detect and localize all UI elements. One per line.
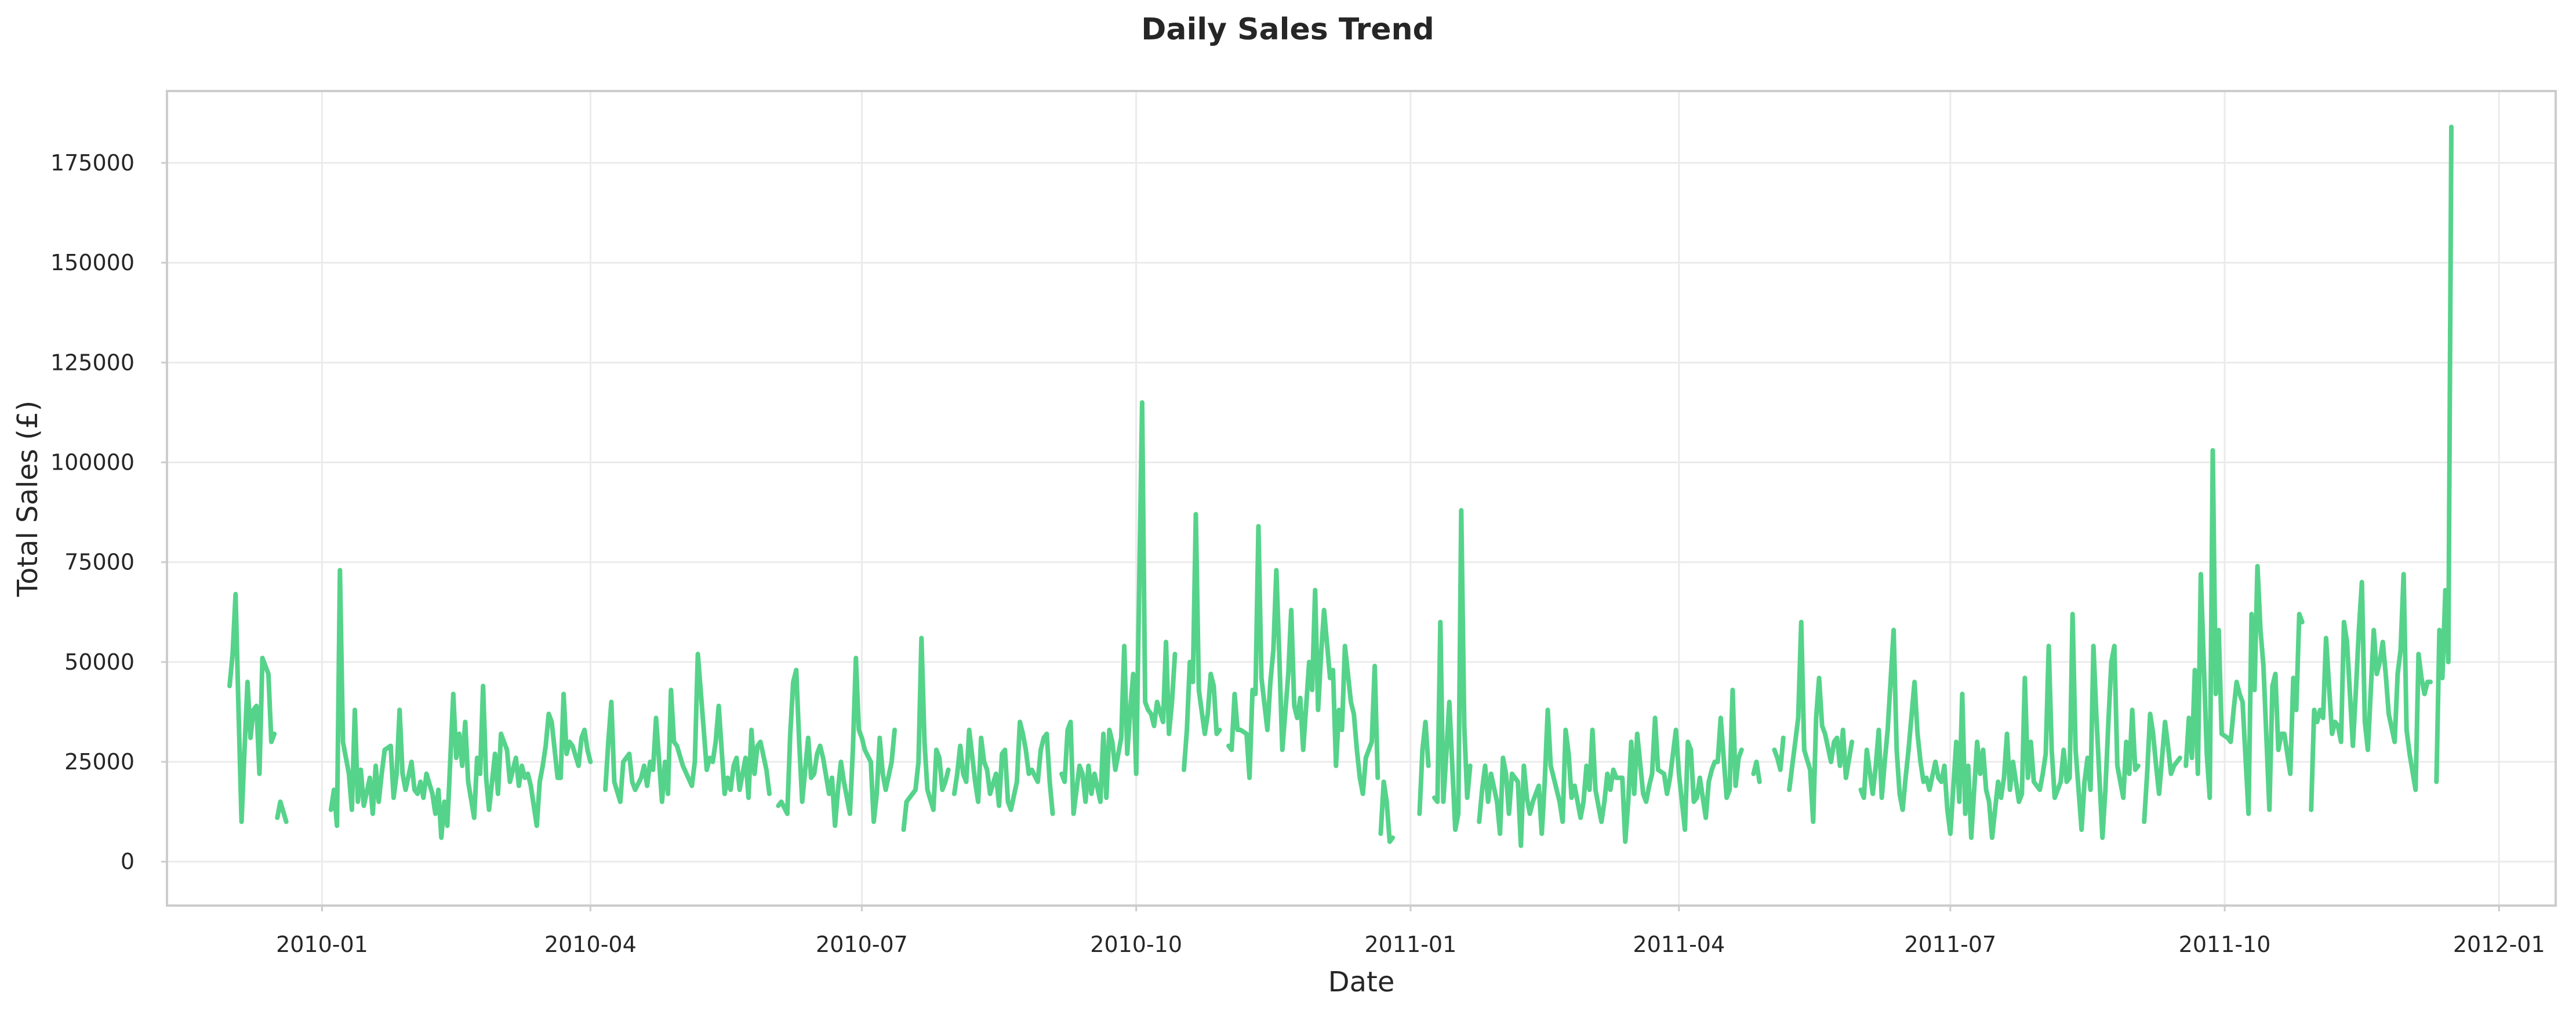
sales-line-segment: [227, 591, 277, 824]
sales-line-segment: [951, 719, 1055, 816]
sales-line-segment: [2183, 448, 2305, 816]
x-tick-label: 2011-07: [1904, 932, 1996, 957]
x-tick-label: 2011-01: [1364, 932, 1456, 957]
y-tick-label: 125000: [50, 350, 135, 375]
sales-line-segment: [1059, 400, 1178, 816]
x-tick-label: 2011-10: [2179, 932, 2271, 957]
sales-series: [227, 125, 2454, 848]
sales-line-segment: [1751, 759, 1762, 784]
series-layer: [227, 125, 2454, 848]
grid-lines: [167, 91, 2556, 906]
y-tick-label: 0: [121, 849, 135, 874]
x-axis-ticks: 2010-01 2010-04 2010-07 2010-10 2011-01 2011-…: [276, 906, 2545, 957]
y-tick-label: 25000: [64, 749, 135, 775]
sales-line-segment: [275, 799, 289, 824]
x-tick-label: 2011-04: [1633, 932, 1725, 957]
sales-line-segment: [1787, 620, 1855, 824]
sales-line-segment: [2434, 125, 2454, 784]
sales-line-segment: [1477, 688, 1744, 848]
sales-line-segment: [1417, 719, 1431, 816]
sales-line-segment: [2142, 711, 2182, 824]
y-tick-label: 175000: [50, 150, 135, 176]
sales-line-segment: [1432, 508, 1473, 833]
sales-line-segment: [1226, 524, 1380, 797]
sales-line-segment: [1858, 612, 2141, 840]
x-tick-label: 2012-01: [2453, 932, 2545, 957]
sales-line-segment: [2309, 572, 2433, 812]
y-axis-label: Total Sales (£): [12, 401, 44, 597]
sales-line-segment: [603, 652, 772, 804]
sales-line-segment: [1378, 779, 1395, 844]
plot-frame: [166, 90, 2557, 907]
y-axis-ticks: 0 25000 50000 75000 100000 125000 150000 175000: [50, 150, 167, 874]
sales-line-segment: [328, 568, 593, 840]
y-tick-label: 50000: [64, 649, 135, 675]
sales-line-segment: [776, 656, 897, 828]
x-tick-label: 2010-10: [1090, 932, 1182, 957]
y-tick-label: 75000: [64, 550, 135, 575]
chart-title: Daily Sales Trend: [1141, 12, 1434, 47]
x-tick-label: 2010-01: [276, 932, 368, 957]
x-tick-label: 2010-07: [816, 932, 908, 957]
sales-line-segment: [901, 635, 951, 833]
sales-line-segment: [1182, 512, 1222, 772]
y-tick-label: 100000: [50, 450, 135, 475]
y-tick-label: 150000: [50, 250, 135, 275]
sales-line-segment: [1772, 735, 1786, 772]
x-tick-label: 2010-04: [544, 932, 637, 957]
x-axis-label: Date: [1328, 966, 1395, 998]
